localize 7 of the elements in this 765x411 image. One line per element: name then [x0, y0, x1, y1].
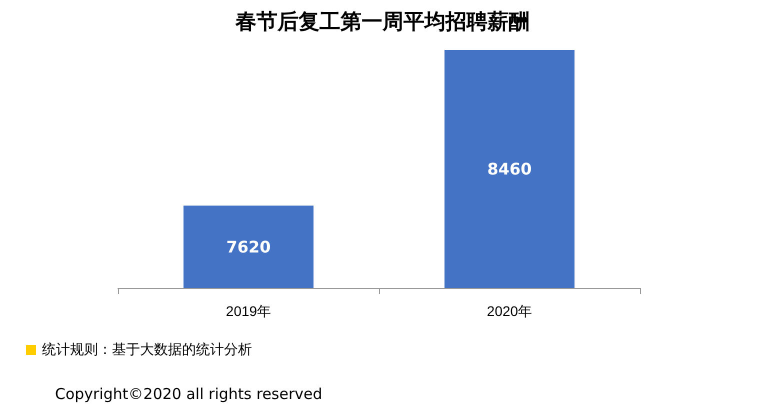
data-label: 8460 — [487, 160, 532, 178]
chart-title: 春节后复工第一周平均招聘薪酬 — [234, 10, 530, 34]
text: Copyright©2020 all rights reserved — [55, 385, 322, 403]
x-tick-label: 2020年 — [486, 303, 532, 319]
data-label: 7620 — [226, 237, 271, 256]
x-tick-label: 2019年 — [226, 303, 272, 319]
text: 统计规则：基于大数据的统计分析 — [42, 341, 252, 359]
